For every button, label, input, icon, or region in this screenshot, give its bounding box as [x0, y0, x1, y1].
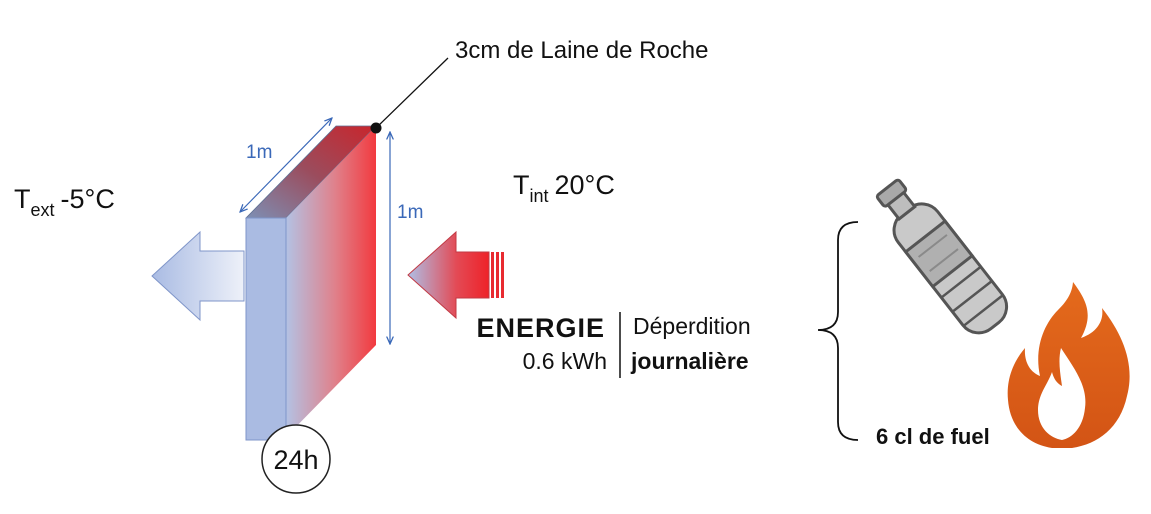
energy-label-line1: Déperdition — [633, 313, 751, 339]
flame-icon — [1007, 282, 1130, 448]
exterior-temperature: Text -5°C — [14, 184, 115, 220]
height-dimension-label: 1m — [397, 202, 423, 223]
energy-value: 0.6 kWh — [523, 348, 607, 374]
bottle-icon — [875, 178, 1009, 335]
duration-badge-label: 24h — [273, 445, 318, 475]
insulation-label: 3cm de Laine de Roche — [455, 37, 709, 64]
wall-slab — [245, 125, 377, 441]
duration-badge — [261, 424, 331, 494]
leader-dot — [370, 122, 382, 134]
width-dimension-line — [240, 118, 332, 212]
energy-input-arrow — [407, 230, 504, 320]
wall-front-face — [245, 217, 287, 441]
energy-title: ENERGIE — [476, 313, 605, 343]
heat-loss-arrow — [151, 230, 245, 322]
fuel-equivalent-label: 6 cl de fuel — [876, 424, 990, 449]
curly-brace — [817, 221, 859, 441]
energy-label-line2: journalière — [630, 348, 749, 374]
width-dimension-label: 1m — [246, 142, 272, 163]
leader-line — [375, 57, 449, 129]
interior-temperature: Tint 20°C — [513, 170, 615, 206]
